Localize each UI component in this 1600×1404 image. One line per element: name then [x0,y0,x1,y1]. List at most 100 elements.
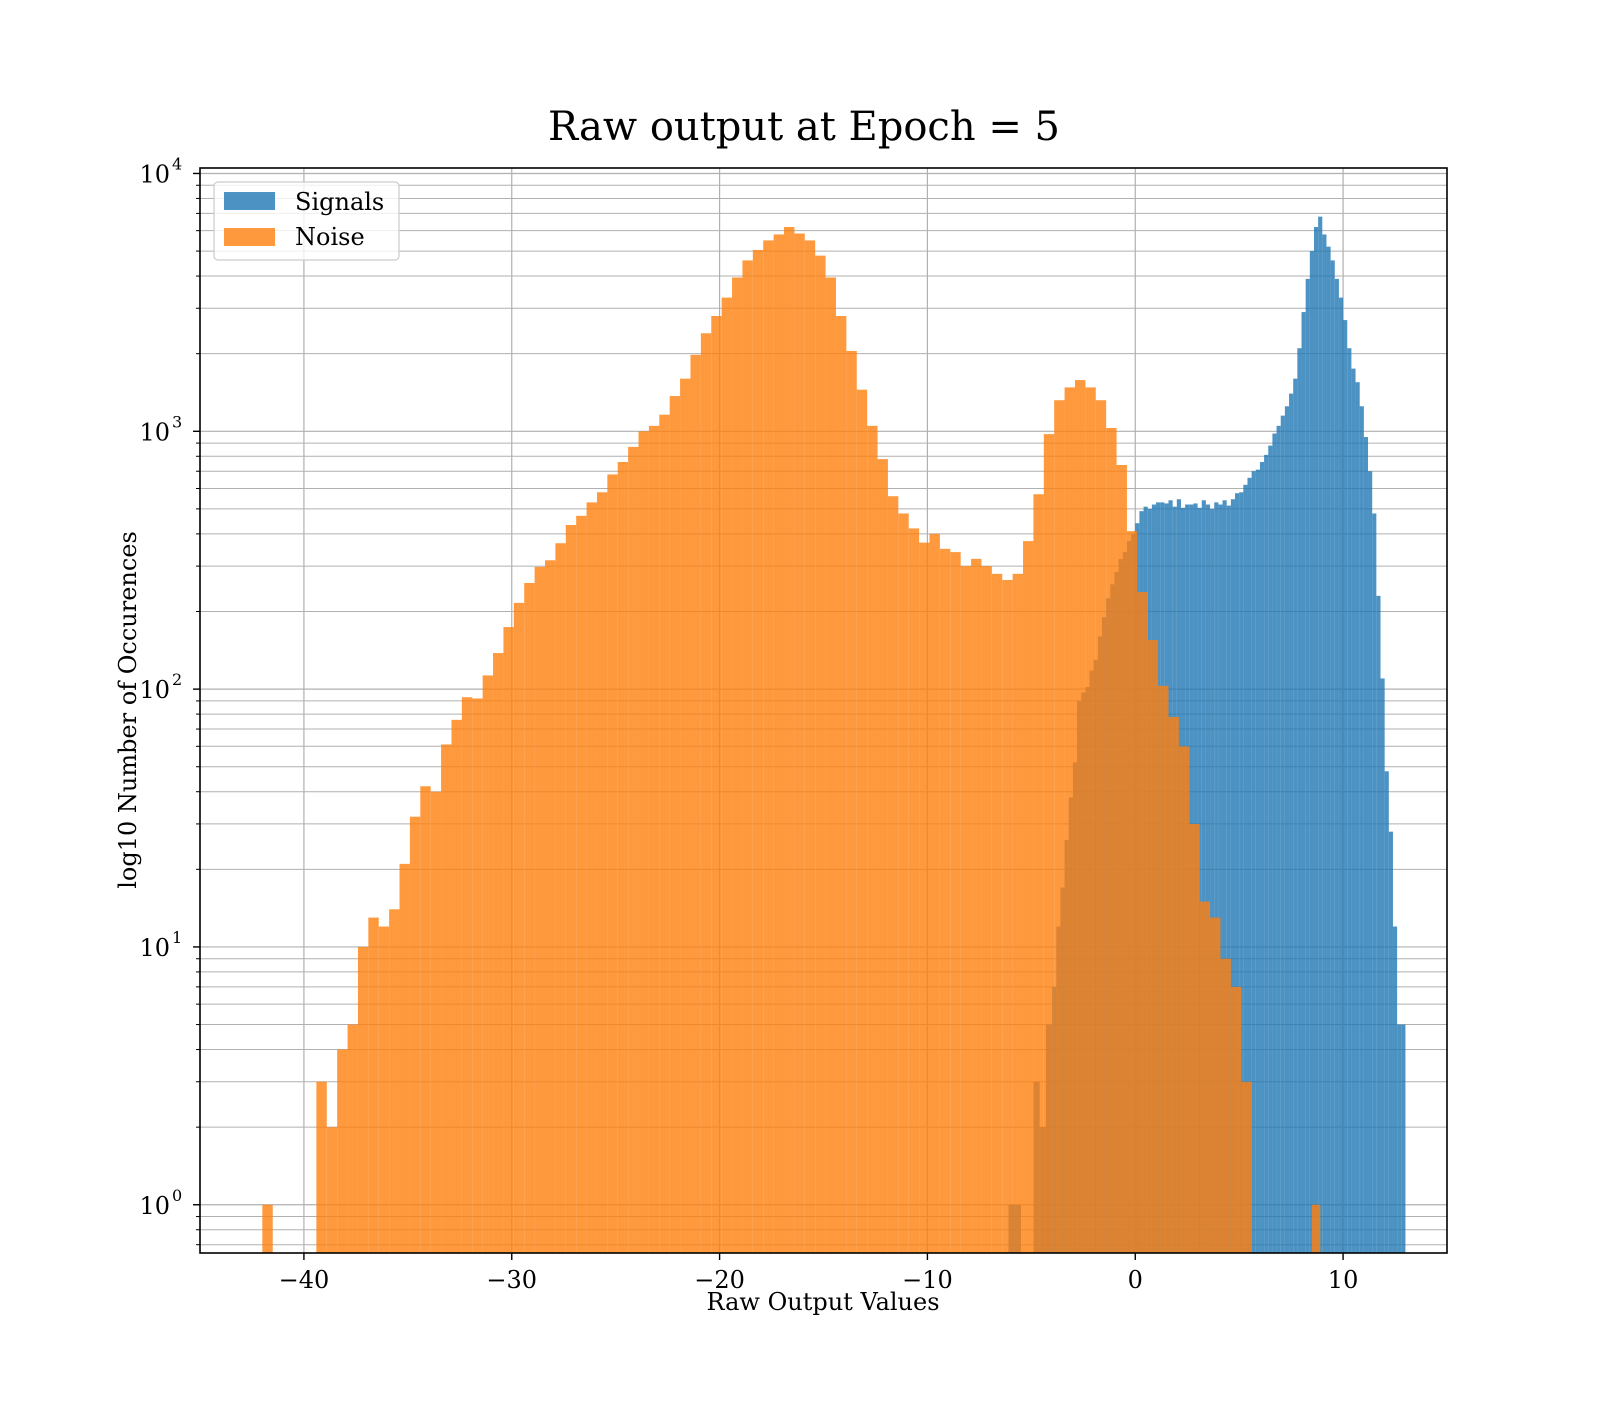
hist-bar-noise [586,502,597,1254]
hist-bar-noise [1085,387,1096,1254]
hist-bar-noise [378,926,390,1253]
y-tick-exponent: 3 [172,412,182,431]
hist-bar-noise [1137,592,1148,1253]
series-noise [262,226,1321,1254]
y-tick-label: 10 [139,676,170,704]
hist-bar-signals [1297,348,1302,1253]
hist-bar-noise [451,719,462,1253]
hist-bar-noise [1241,1081,1252,1253]
hist-bar-signals [1268,445,1273,1254]
hist-bar-noise [919,542,930,1253]
hist-bar-noise [420,786,431,1253]
hist-bar-noise [804,240,816,1254]
hist-bar-signals [1313,226,1319,1254]
hist-bar-signals [1247,477,1252,1253]
hist-bar-signals [1210,508,1215,1253]
hist-bar-noise [908,528,920,1253]
hist-bar-noise [815,255,826,1253]
hist-bar-signals [1380,678,1385,1253]
hist-bar-noise [565,525,577,1253]
hist-bar-noise [503,627,514,1253]
hist-bar-noise [846,350,857,1253]
hist-bar-signals [1392,926,1398,1253]
chart-title: Raw output at Epoch = 5 [548,104,1060,150]
hist-bar-noise [472,698,483,1253]
hist-bar-signals [1351,368,1356,1253]
plot-frame [199,167,1448,1254]
hist-bar-signals [1284,406,1290,1253]
hist-bar-noise [1043,434,1055,1254]
hist-bar-noise [960,566,972,1253]
y-tick-label: 10 [139,418,170,446]
hist-bar-noise [1074,380,1086,1254]
y-tick-exponent: 2 [172,670,182,689]
hist-bar-noise [700,333,712,1253]
hist-bar-signals [1330,260,1335,1253]
hist-bar-noise [1095,400,1107,1253]
x-tick-label: 0 [1128,1266,1143,1294]
x-tick-label: −30 [486,1266,537,1294]
y-axis-label: log10 Number of Occurences [114,531,142,889]
hist-bar-signals [1334,278,1339,1253]
hist-bar-noise [950,552,961,1253]
hist-bar-signals [1388,831,1393,1253]
hist-bar-noise [513,602,525,1253]
hist-bar-noise [607,474,618,1253]
hist-bar-signals [1255,469,1260,1253]
hist-bar-noise [399,863,410,1253]
hist-bar-noise [752,249,764,1253]
hist-bar-signals [1251,471,1256,1253]
hist-bar-noise [1168,716,1179,1253]
hist-bar-noise [856,389,868,1253]
hist-bar-noise [898,513,909,1253]
hist-bar-signals [1214,502,1219,1254]
hist-bar-signals [1222,500,1227,1254]
hist-bar-noise [1158,685,1169,1253]
hist-bar-noise [939,548,951,1253]
hist-bar-noise [555,543,566,1253]
hist-bar-signals [1384,771,1389,1253]
hist-bar-noise [1002,579,1013,1253]
hist-bar-noise [1311,1204,1321,1253]
hist-bar-noise [794,233,805,1254]
legend-swatch-noise [224,228,275,246]
y-tick-label: 10 [139,934,170,962]
hist-bar-noise [742,260,753,1253]
x-tick-label: 10 [1328,1266,1359,1294]
hist-bar-noise [971,558,982,1253]
hist-bar-noise [732,277,743,1254]
hist-bar-signals [1293,378,1298,1253]
hist-bar-noise [711,315,722,1254]
hist-bar-noise [1189,823,1200,1253]
y-tick-exponent: 1 [172,928,182,947]
hist-bar-noise [638,431,649,1253]
hist-bar-noise [1210,917,1221,1253]
hist-bar-noise [337,1049,348,1253]
hist-bar-noise [441,744,452,1253]
x-tick-label: −20 [694,1266,745,1294]
hist-bar-noise [576,515,587,1253]
hist-bar-signals [1322,234,1327,1253]
hist-bar-noise [690,354,701,1253]
hist-bar-noise [596,492,608,1253]
hist-bar-noise [1106,427,1117,1254]
bars-layer [262,216,1406,1254]
hist-bar-signals [1235,493,1240,1253]
hist-bar-signals [1218,504,1223,1253]
hist-bar-noise [368,917,379,1253]
hist-bar-noise [493,653,504,1253]
y-tick-label: 10 [139,1192,170,1220]
hist-bar-noise [1147,640,1159,1253]
hist-bar-noise [262,1204,273,1253]
hist-bar-noise [659,414,670,1253]
hist-bar-noise [680,378,691,1253]
hist-bar-signals [1355,382,1360,1254]
y-tick-label: 10 [139,160,170,188]
hist-bar-noise [1126,531,1138,1253]
hist-bar-noise [482,675,494,1253]
hist-bar-noise [887,496,899,1254]
hist-bar-signals [1363,437,1369,1253]
